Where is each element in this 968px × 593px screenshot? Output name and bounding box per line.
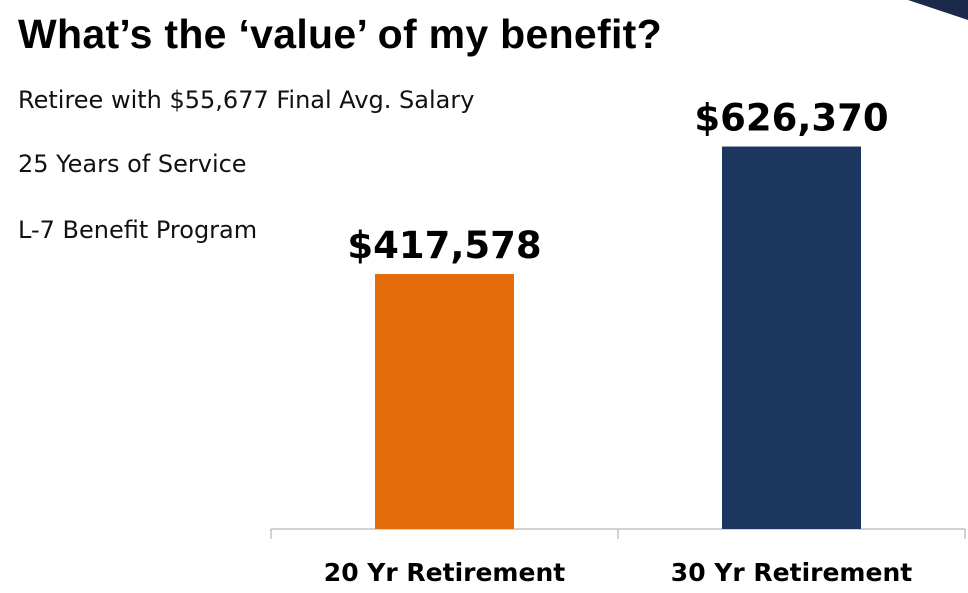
category-label: 20 Yr Retirement <box>324 558 565 587</box>
slide-title: What’s the ‘value’ of my benefit? <box>18 11 662 57</box>
info-salary: Retiree with $55,677 Final Avg. Salary <box>18 86 475 114</box>
info-service-years: 25 Years of Service <box>18 150 247 178</box>
data-label: $626,370 <box>694 97 888 140</box>
category-label: 30 Yr Retirement <box>671 558 912 587</box>
data-label: $417,578 <box>347 224 541 267</box>
bar-30-yr-retirement <box>722 146 861 529</box>
bar-20-yr-retirement <box>375 274 514 529</box>
info-benefit-program: L-7 Benefit Program <box>18 216 258 244</box>
